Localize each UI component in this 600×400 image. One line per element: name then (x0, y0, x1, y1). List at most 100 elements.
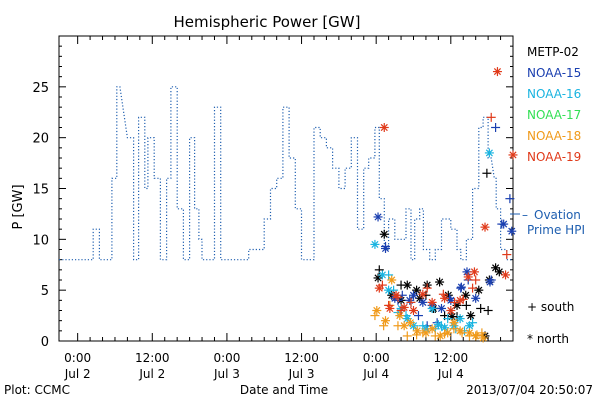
point-north-noaa-19 (446, 306, 456, 315)
point-north-noaa-19 (379, 123, 389, 132)
x-tick-label: Jul 4 (437, 367, 464, 381)
legend-entry-noaa-18: NOAA-18 (527, 129, 581, 143)
x-tick-label: Jul 3 (288, 367, 315, 381)
point-south-metp-02 (483, 306, 493, 315)
point-north-noaa-19 (427, 297, 437, 307)
chart-title: Hemispheric Power [GW] (174, 13, 361, 31)
legend-entry-noaa-17: NOAA-17 (527, 108, 581, 122)
x-tick-label: Jul 3 (213, 367, 240, 381)
x-tick-label: 0:00 (64, 351, 91, 365)
point-north-noaa-16 (377, 270, 387, 280)
x-tick-label: 12:00 (434, 351, 469, 365)
point-south-noaa-19 (422, 283, 432, 293)
point-north-metp-02 (474, 285, 484, 295)
point-north-noaa-19 (440, 293, 450, 303)
point-north-metp-02 (466, 311, 476, 321)
point-south-noaa-18 (402, 331, 412, 341)
point-north-noaa-15 (381, 243, 391, 253)
point-north-noaa-19 (408, 306, 418, 315)
point-north-noaa-18 (372, 306, 382, 315)
x-tick-label: Jul 2 (138, 367, 165, 381)
point-north-noaa-15 (436, 303, 446, 313)
point-north-noaa-16 (455, 314, 465, 324)
legend-entry-noaa-15: NOAA-15 (527, 66, 581, 80)
point-north-noaa-18 (443, 328, 453, 338)
point-south-noaa-16 (443, 314, 453, 324)
point-north-noaa-18 (455, 326, 465, 336)
point-north-noaa-15 (418, 297, 428, 307)
point-north-noaa-18 (381, 316, 391, 326)
point-north-noaa-18 (478, 333, 488, 343)
legend-entry-metp-02: METP-02 (527, 45, 579, 59)
y-tick-label: 20 (32, 132, 49, 147)
point-north-noaa-19 (455, 295, 465, 305)
point-north-noaa-19 (399, 302, 409, 312)
point-north-metp-02 (494, 267, 504, 277)
point-south-metp-02 (476, 303, 486, 313)
legend-entry-noaa-16: NOAA-16 (527, 87, 581, 101)
point-north-metp-02 (379, 229, 389, 239)
ovation-legend-line2: Prime HPI (527, 223, 585, 237)
point-north-noaa-16 (427, 303, 437, 313)
y-tick-label: 25 (32, 81, 49, 96)
point-south-noaa-15 (505, 194, 515, 204)
y-tick-label: 0 (41, 335, 49, 350)
point-south-noaa-19 (468, 283, 478, 293)
point-south-noaa-19 (406, 297, 416, 307)
point-north-metp-02 (435, 277, 445, 287)
point-south-noaa-19 (486, 112, 496, 122)
legend: METP-02 NOAA-15 NOAA-16 NOAA-17 NOAA-18 NOAA-… (527, 45, 581, 164)
symbol-legend-south: + south (527, 300, 574, 314)
point-north-noaa-16 (370, 239, 380, 249)
point-north-noaa-18 (427, 324, 437, 334)
point-south-noaa-19 (471, 275, 481, 285)
point-north-noaa-19 (501, 270, 511, 280)
x-tick-label: Jul 2 (64, 367, 91, 381)
point-south-metp-02 (461, 300, 471, 310)
point-north-noaa-19 (385, 303, 395, 313)
point-north-noaa-16 (484, 148, 494, 158)
point-north-noaa-18 (412, 326, 422, 336)
point-north-noaa-19 (469, 267, 479, 277)
point-south-metp-02 (374, 265, 384, 275)
point-north-noaa-15 (499, 219, 509, 229)
x-tick-label: Jul 4 (362, 367, 389, 381)
point-north-noaa-18 (395, 311, 405, 321)
point-north-noaa-15 (507, 226, 517, 236)
x-tick-label: 12:00 (135, 351, 170, 365)
point-north-noaa-18 (387, 275, 397, 285)
x-axis-label: Date and Time (240, 383, 328, 397)
point-north-noaa-15 (456, 282, 466, 292)
point-north-noaa-15 (471, 293, 481, 303)
point-north-noaa-19 (508, 150, 518, 160)
point-north-noaa-18 (471, 331, 481, 341)
point-north-noaa-19 (391, 290, 401, 300)
point-north-noaa-18 (399, 321, 409, 331)
y-axis-label: P [GW] (11, 184, 26, 229)
ovation-legend-dash: – (522, 208, 528, 222)
plot-timestamp: 2013/07/04 20:50:07 (466, 383, 593, 397)
point-north-noaa-19 (374, 283, 384, 293)
ovation-prime-line (59, 86, 513, 261)
point-south-noaa-15 (491, 123, 501, 132)
legend-entry-noaa-19: NOAA-19 (527, 150, 581, 164)
ovation-legend: Ovation Prime HPI – (510, 208, 585, 237)
y-tick-label: 15 (32, 183, 49, 198)
point-north-noaa-19 (480, 222, 490, 232)
point-north-noaa-19 (418, 289, 428, 299)
point-north-noaa-18 (405, 318, 415, 328)
point-south-metp-02 (482, 168, 492, 178)
point-north-noaa-18 (421, 328, 431, 338)
point-north-noaa-15 (408, 290, 418, 300)
point-north-noaa-19 (492, 67, 502, 77)
point-north-noaa-19 (463, 272, 473, 282)
x-tick-label: 12:00 (284, 351, 319, 365)
x-tick-label: 0:00 (213, 351, 240, 365)
point-south-noaa-15 (413, 311, 423, 321)
point-north-metp-02 (447, 312, 457, 322)
point-north-noaa-15 (373, 212, 383, 222)
axes: 0 5 10 15 20 25 0:00 Jul 2 12:00 Jul 2 0:00 Jul 3 12… (32, 35, 514, 381)
point-north-noaa-16 (384, 285, 394, 295)
point-north-noaa-15 (485, 277, 495, 287)
